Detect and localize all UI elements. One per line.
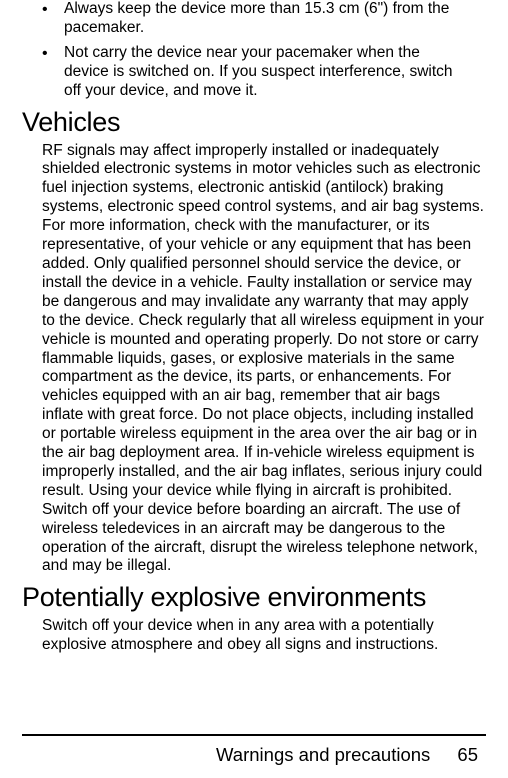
section-body-vehicles: RF signals may affect improperly install…: [42, 142, 484, 577]
footer-rule: [22, 734, 486, 736]
page-footer: Warnings and precautions 65: [216, 744, 478, 766]
list-item: Always keep the device more than 15.3 cm…: [42, 0, 486, 38]
section-heading-explosive: Potentially explosive environments: [22, 582, 486, 613]
section-body-explosive: Switch off your device when in any area …: [42, 617, 484, 655]
footer-label: Warnings and precautions: [216, 744, 430, 765]
bullet-list: Always keep the device more than 15.3 cm…: [42, 0, 486, 101]
list-item: Not carry the device near your pacemaker…: [42, 44, 486, 101]
section-heading-vehicles: Vehicles: [22, 107, 486, 138]
footer-page-number: 65: [457, 744, 478, 765]
page-content: Always keep the device more than 15.3 cm…: [0, 0, 508, 655]
